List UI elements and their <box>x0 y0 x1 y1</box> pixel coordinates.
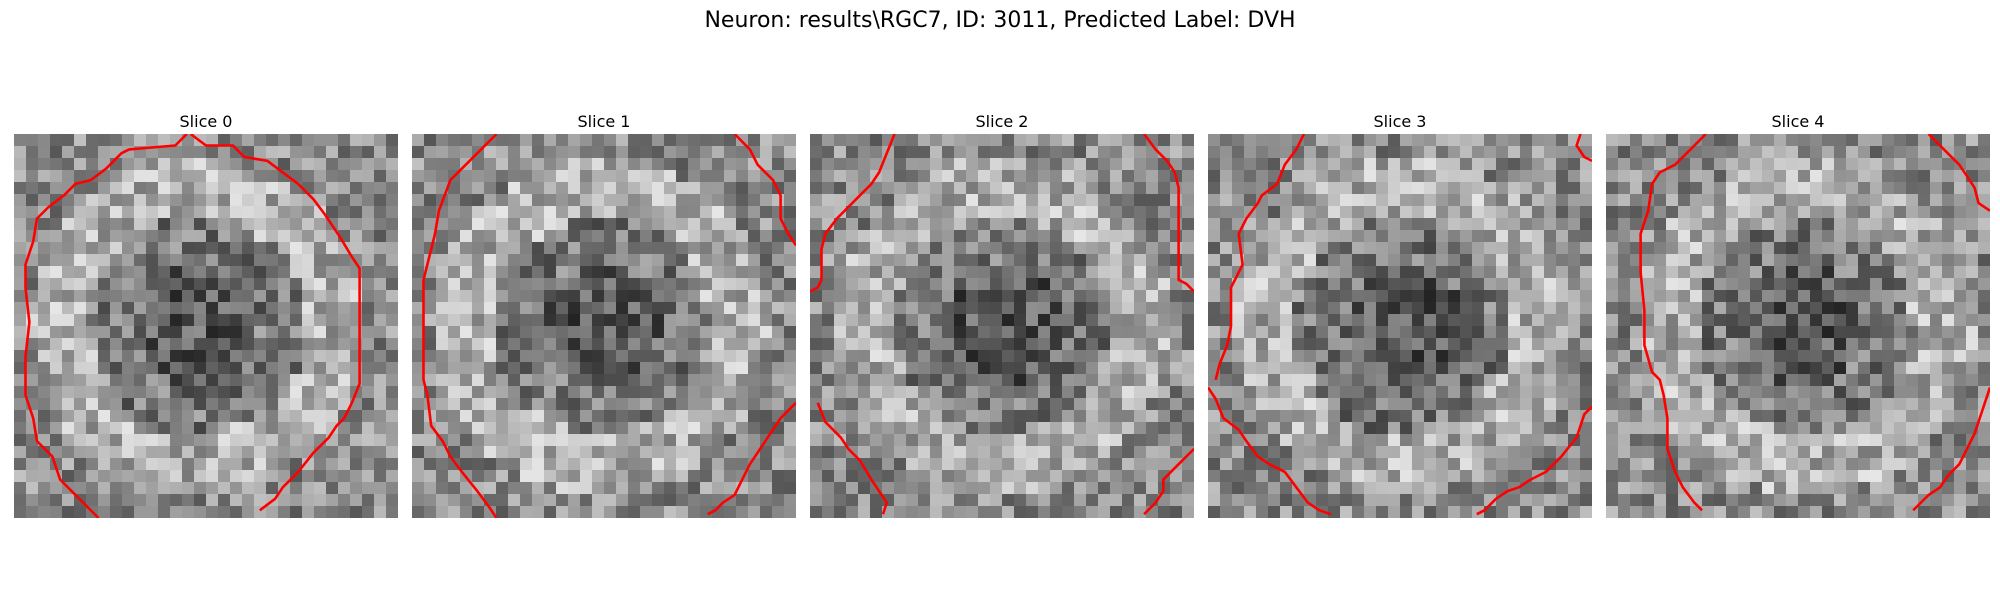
slice-title: Slice 2 <box>810 110 1194 134</box>
slice-panel: Slice 1 <box>412 110 796 134</box>
pixel-grid <box>1606 134 1990 518</box>
slice-title: Slice 0 <box>14 110 398 134</box>
slice-title: Slice 1 <box>412 110 796 134</box>
pixel-grid <box>14 134 398 518</box>
slice-image <box>1606 134 1990 518</box>
slice-image <box>1208 134 1592 518</box>
slice-panel: Slice 0 <box>14 110 398 134</box>
slice-panel: Slice 3 <box>1208 110 1592 134</box>
figure-title: Neuron: results\RGC7, ID: 3011, Predicte… <box>0 8 2000 33</box>
slice-panel: Slice 2 <box>810 110 1194 134</box>
slice-title: Slice 4 <box>1606 110 1990 134</box>
slice-title: Slice 3 <box>1208 110 1592 134</box>
slice-image <box>412 134 796 518</box>
pixel-grid <box>810 134 1194 518</box>
slice-image <box>810 134 1194 518</box>
slice-panel: Slice 4 <box>1606 110 1990 134</box>
pixel-grid <box>412 134 796 518</box>
slice-image <box>14 134 398 518</box>
